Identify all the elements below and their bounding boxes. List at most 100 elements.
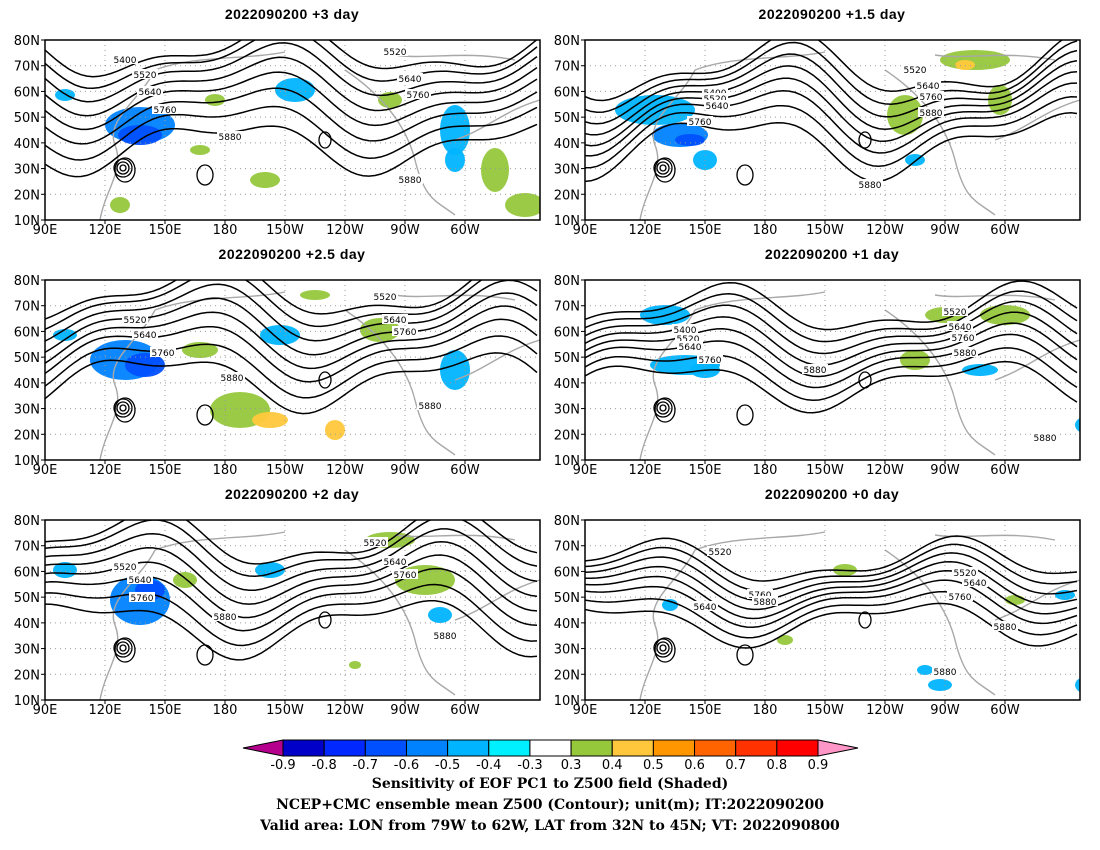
cyclone-contour (656, 401, 670, 415)
contour-label: 5880 (219, 133, 242, 143)
lon-tick-label: 120E (628, 703, 661, 718)
contour-label-bg (382, 556, 408, 566)
lon-tick-label: 90W (390, 463, 420, 478)
contour-label: 5760 (952, 334, 975, 344)
closed-contour (736, 644, 754, 666)
sensitivity-patch (481, 148, 509, 192)
contour-label-bg (382, 314, 408, 324)
height-contour (585, 333, 1078, 389)
colorbar-box (488, 739, 531, 757)
lat-tick-label: 80N (14, 274, 40, 289)
coastline (454, 99, 540, 141)
lat-tick-label: 30N (554, 643, 580, 658)
sensitivity-patch (445, 148, 465, 172)
contour-label-bg (857, 179, 883, 189)
lat-tick-label: 70N (554, 300, 580, 315)
contour-label-bg (918, 107, 944, 117)
lon-tick-label: 90E (33, 463, 58, 478)
closed-contour (196, 404, 214, 426)
closed-contour (654, 637, 676, 663)
cyclone-contour (113, 158, 133, 178)
map-panel-plus0: 2022090200 +0 day 5520564057605880552056… (540, 480, 1100, 720)
sensitivity-patch (1075, 678, 1080, 692)
lon-tick-label: 90W (930, 463, 960, 478)
lat-tick-label: 40N (554, 617, 580, 632)
closed-contour (736, 164, 754, 186)
colorbar-tick-label: -0.4 (476, 758, 501, 773)
contour-label: 5640 (139, 88, 162, 98)
coastline (694, 531, 826, 551)
lon-tick-label: 150E (688, 703, 721, 718)
lat-tick-label: 30N (14, 643, 40, 658)
contour-label: 5640 (917, 82, 940, 92)
coastline (344, 69, 456, 216)
lat-tick-label: 10N (14, 214, 40, 229)
contour-label: 5520 (384, 48, 407, 58)
lon-tick-label: 120E (628, 463, 661, 478)
height-contour (45, 280, 483, 330)
colorbar-box (611, 739, 654, 757)
closed-contour (318, 131, 332, 149)
contour-label: 5520 (374, 293, 397, 303)
colorbar-tick-label: 0.7 (725, 758, 746, 773)
contour-label-bg (122, 314, 148, 324)
contour-label: 5400 (114, 56, 137, 66)
height-contour (585, 70, 1078, 147)
lat-tick-label: 80N (14, 514, 40, 529)
contour-label: 5760 (949, 593, 972, 603)
lon-tick-label: 120W (866, 223, 904, 238)
colorbar-tick-label: 0.5 (643, 758, 664, 773)
footer-line-2: NCEP+CMC ensemble mean Z500 (Contour); u… (276, 797, 824, 813)
lon-tick-label: 120E (88, 703, 121, 718)
lat-tick-label: 10N (554, 694, 580, 709)
lat-tick-label: 50N (14, 111, 40, 126)
panel-title: 2022090200 +2.5 day (218, 246, 366, 262)
lon-tick-label: 90E (33, 703, 58, 718)
colorbar-box (323, 739, 366, 757)
contour-label: 5520 (709, 548, 732, 558)
panel-title: 2022090200 +1.5 day (758, 6, 906, 22)
contour-label-bg (129, 592, 155, 602)
contour-label: 5640 (134, 331, 157, 341)
sensitivity-patch (325, 420, 345, 440)
height-contour (45, 87, 538, 145)
map-plot: 54005520564057605520564057605880588010N2… (554, 34, 1081, 238)
contour-label: 5760 (394, 328, 417, 338)
closed-contour (114, 637, 136, 663)
contour-label-bg (687, 116, 713, 126)
closed-contour (114, 397, 136, 423)
height-contour (45, 280, 473, 320)
contour-label-bg (112, 561, 138, 571)
height-contour (45, 520, 538, 565)
contour-label: 5760 (152, 349, 175, 359)
contour-label-bg (802, 364, 828, 374)
height-contour (585, 570, 1078, 620)
cyclone-contour (653, 158, 673, 178)
colorbar-tick-label: -0.7 (353, 758, 378, 773)
colorbar-box (694, 739, 737, 757)
lat-tick-label: 80N (554, 274, 580, 289)
colorbar-box (570, 739, 613, 757)
lon-tick-label: 60W (990, 223, 1020, 238)
contour-label-bg (702, 93, 728, 103)
contour-label-bg (112, 54, 138, 64)
cyclone-contour (119, 644, 127, 652)
lon-tick-label: 120W (326, 463, 364, 478)
coastline (394, 294, 516, 301)
lat-tick-label: 20N (14, 428, 40, 443)
colorbar-tick-label: -0.6 (394, 758, 419, 773)
plot-frame (584, 279, 1081, 461)
lat-tick-label: 60N (554, 325, 580, 340)
height-contour (45, 42, 538, 103)
contour-label-bg (405, 89, 431, 99)
height-contour (45, 56, 538, 117)
sensitivity-patch (252, 412, 288, 428)
lon-tick-label: 150E (688, 223, 721, 238)
cyclone-contour (116, 161, 130, 175)
cyclone-contour (656, 161, 670, 175)
plot-frame (44, 279, 541, 461)
contour-label: 5880 (920, 109, 943, 119)
colorbar-tick-label: 0.4 (602, 758, 623, 773)
contour-label: 5880 (214, 613, 237, 623)
contour-label-bg (382, 46, 408, 56)
